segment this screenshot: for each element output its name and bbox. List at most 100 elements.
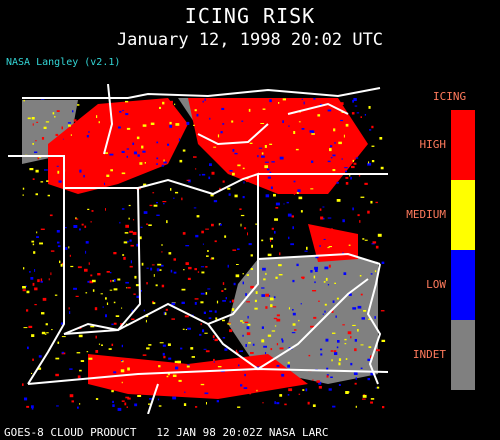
lake-michigan-shore xyxy=(103,84,114,155)
risk-cell xyxy=(239,350,243,352)
risk-cell xyxy=(68,307,70,310)
risk-cell xyxy=(320,353,323,356)
risk-cell xyxy=(61,336,66,338)
risk-cell xyxy=(83,174,85,178)
risk-cell xyxy=(188,266,192,270)
risk-cell xyxy=(233,282,236,286)
risk-cell xyxy=(78,190,82,193)
risk-cell xyxy=(124,402,127,406)
risk-cell xyxy=(105,314,107,318)
risk-cell xyxy=(64,227,67,229)
risk-cell xyxy=(194,302,197,305)
risk-cell xyxy=(49,214,53,217)
risk-cell xyxy=(376,349,380,352)
risk-cell xyxy=(146,347,150,350)
risk-cell xyxy=(360,196,365,198)
risk-cell xyxy=(276,402,280,405)
risk-cell xyxy=(265,194,270,198)
risk-cell xyxy=(294,329,297,331)
risk-cell xyxy=(287,364,290,368)
risk-cell xyxy=(131,309,133,312)
risk-cell xyxy=(185,262,189,265)
map-title: ICING RISK xyxy=(184,4,316,28)
risk-cell xyxy=(119,221,121,224)
risk-cell xyxy=(267,253,272,257)
risk-cell xyxy=(348,244,351,246)
risk-cell xyxy=(326,375,329,378)
risk-cell xyxy=(247,232,248,236)
risk-cell xyxy=(283,203,285,205)
risk-cell xyxy=(187,277,191,280)
risk-cell xyxy=(278,274,283,276)
risk-cell xyxy=(210,258,212,260)
risk-cell xyxy=(335,243,339,246)
risk-cell xyxy=(338,358,342,362)
risk-cell xyxy=(157,263,162,266)
risk-cell xyxy=(235,274,240,278)
risk-cell xyxy=(156,141,159,144)
risk-cell xyxy=(60,179,64,182)
lake-ontario-shore xyxy=(287,102,349,115)
risk-cell xyxy=(166,375,169,378)
risk-cell xyxy=(318,300,320,302)
boundary-tennessee xyxy=(27,367,388,385)
risk-cell xyxy=(79,169,82,173)
risk-cell xyxy=(183,269,185,271)
risk-cell xyxy=(352,159,354,162)
risk-cell xyxy=(278,102,280,104)
risk-cell xyxy=(181,197,183,201)
risk-cell xyxy=(281,338,283,341)
risk-cell xyxy=(32,282,35,286)
risk-cell xyxy=(292,323,296,326)
risk-cell xyxy=(344,167,348,169)
risk-cell xyxy=(208,176,211,180)
risk-cell xyxy=(40,278,43,282)
risk-cell xyxy=(316,380,320,383)
risk-cell xyxy=(256,389,258,392)
risk-cell xyxy=(110,279,112,283)
risk-cell xyxy=(113,371,117,374)
risk-cell xyxy=(127,240,129,243)
risk-cell xyxy=(382,406,385,409)
risk-cell xyxy=(257,155,259,158)
risk-cell xyxy=(270,304,273,308)
risk-cell xyxy=(292,312,296,316)
risk-cell xyxy=(209,117,211,120)
risk-cell xyxy=(175,191,179,194)
risk-cell xyxy=(222,282,225,285)
risk-cell xyxy=(32,358,34,361)
risk-cell xyxy=(178,379,182,382)
risk-cell xyxy=(186,121,190,125)
risk-cell xyxy=(327,284,330,286)
risk-cell xyxy=(231,392,233,396)
risk-cell xyxy=(341,111,344,113)
risk-cell xyxy=(369,129,372,131)
risk-cell xyxy=(261,152,264,155)
risk-cell xyxy=(243,387,248,389)
risk-cell xyxy=(108,348,112,350)
risk-cell xyxy=(69,394,74,398)
risk-cell xyxy=(248,342,251,344)
risk-cell xyxy=(293,180,296,183)
risk-cell xyxy=(332,300,335,303)
risk-cell xyxy=(293,193,296,195)
risk-cell xyxy=(270,239,272,242)
risk-cell xyxy=(240,223,242,227)
risk-cell xyxy=(200,383,205,386)
risk-cell xyxy=(151,264,155,266)
risk-cell xyxy=(170,100,173,104)
risk-cell xyxy=(275,276,278,279)
risk-cell xyxy=(156,163,158,165)
risk-cell xyxy=(347,331,352,335)
risk-cell xyxy=(249,142,253,144)
risk-cell xyxy=(52,112,55,115)
risk-cell xyxy=(156,202,158,204)
risk-cell xyxy=(315,256,319,259)
risk-cell xyxy=(237,248,240,250)
risk-cell xyxy=(109,289,113,291)
risk-cell xyxy=(270,348,273,351)
risk-cell xyxy=(283,378,286,382)
risk-cell xyxy=(133,219,135,221)
risk-cell xyxy=(126,127,131,130)
risk-cell xyxy=(241,120,244,122)
